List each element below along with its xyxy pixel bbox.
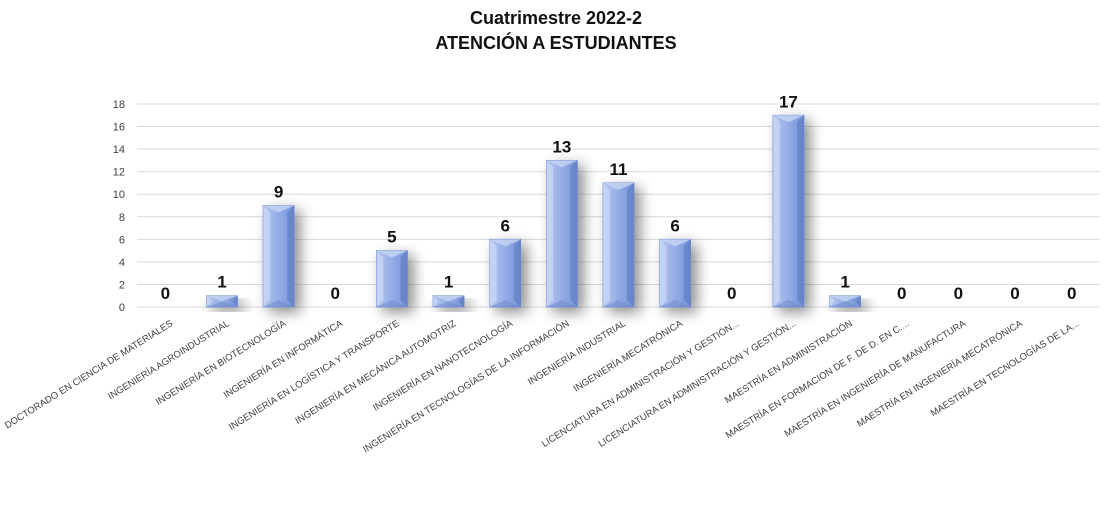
x-tick-label: INGENIERÍA MECATRÓNICA xyxy=(572,318,686,395)
bar-bevel-left xyxy=(263,205,271,307)
bar-bevel-left xyxy=(376,250,384,307)
data-label: 0 xyxy=(727,284,736,303)
y-axis-ticks: 0 2 4 6 8 10 12 14 16 18 xyxy=(113,99,125,314)
data-label: 1 xyxy=(840,273,849,292)
bar-bevel-bottom xyxy=(546,300,578,307)
bar-bevel-top xyxy=(263,205,295,213)
y-tick-label: 14 xyxy=(113,144,125,156)
bar-bevel-left xyxy=(489,239,497,307)
bar xyxy=(432,295,465,308)
x-tick-label: INGENIERÍA INDUSTRIAL xyxy=(526,318,628,387)
bar xyxy=(545,159,578,308)
data-label: 6 xyxy=(670,216,679,235)
bar xyxy=(829,295,861,308)
y-tick-label: 4 xyxy=(119,257,125,269)
bar xyxy=(206,295,238,308)
y-tick-label: 12 xyxy=(113,167,125,179)
bars xyxy=(206,114,861,308)
bar-bevel-top xyxy=(206,295,238,302)
data-label: 11 xyxy=(610,160,628,179)
bar-bevel-left xyxy=(603,182,610,307)
bar-bevel-left xyxy=(546,160,554,307)
data-labels: 0 1 9 0 5 1 6 13 11 6 0 17 1 0 0 0 0 xyxy=(161,92,1077,303)
bar-bevel-right xyxy=(854,295,861,307)
bar xyxy=(659,238,692,308)
bar-bevel-top xyxy=(376,250,408,258)
data-label: 9 xyxy=(274,183,283,202)
bar-bevel-top xyxy=(546,160,578,168)
bar-bevel-bottom xyxy=(376,300,408,307)
data-label: 0 xyxy=(1010,284,1019,303)
bar-bevel-right xyxy=(627,182,634,307)
y-tick-label: 6 xyxy=(119,234,125,246)
bar-bevel-bottom xyxy=(603,300,634,307)
x-tick-label: INGENIERÍA EN TECNOLOGÍAS DE LA INFORMAC… xyxy=(361,318,571,455)
y-tick-label: 10 xyxy=(113,189,125,201)
x-tick-label: LICENCIATURA EN ADMINISTRACIÓN Y GESTIÓN… xyxy=(597,318,798,450)
data-label: 0 xyxy=(331,284,340,303)
bar-bevel-bottom xyxy=(489,300,521,307)
bar-bevel-left xyxy=(829,295,836,307)
bar xyxy=(772,114,805,308)
chart-subtitle: ATENCIÓN A ESTUDIANTES xyxy=(435,33,677,53)
bar-bevel-bottom xyxy=(772,300,804,307)
bar-bevel-right xyxy=(796,115,804,308)
bar xyxy=(602,182,635,308)
y-tick-label: 0 xyxy=(119,302,125,314)
y-tick-label: 2 xyxy=(119,279,125,291)
chart-title: Cuatrimestre 2022-2 xyxy=(469,8,643,28)
bar-bevel-left xyxy=(206,295,213,307)
bar-bevel-bottom xyxy=(433,301,465,307)
data-label: 1 xyxy=(444,273,453,292)
data-label: 0 xyxy=(954,284,963,303)
bar-bevel-bottom xyxy=(659,300,691,307)
bar-bevel-right xyxy=(400,250,408,307)
data-label: 1 xyxy=(217,273,226,292)
bar-bevel-right xyxy=(458,295,465,307)
x-tick-label: LICENCIATURA EN ADMINISTRACIÓN Y GESTIÓN… xyxy=(540,318,741,450)
bar-bevel-left xyxy=(433,295,439,307)
data-label: 6 xyxy=(500,216,509,235)
bar-bevel-right xyxy=(683,239,691,307)
bar-bevel-bottom xyxy=(206,301,238,307)
data-label: 17 xyxy=(779,92,798,111)
gridlines xyxy=(137,103,1100,308)
bar-bevel-top xyxy=(603,182,634,190)
data-label: 0 xyxy=(897,284,906,303)
x-axis-labels: DOCTORADO EN CIENCIA DE MATERIALESINGENI… xyxy=(3,318,1081,455)
bar xyxy=(489,238,522,308)
data-label: 5 xyxy=(387,228,396,247)
bar-bevel-top xyxy=(433,295,465,302)
bar-bevel-bottom xyxy=(829,301,861,307)
bar-bevel-left xyxy=(772,115,780,308)
bar-bevel-right xyxy=(513,239,521,307)
bar-bevel-top xyxy=(659,239,691,247)
bar-bevel-right xyxy=(231,295,238,307)
bar xyxy=(376,250,408,308)
bar xyxy=(262,205,295,308)
data-label: 0 xyxy=(161,284,170,303)
bar-bevel-right xyxy=(570,160,578,307)
y-tick-label: 18 xyxy=(113,99,125,111)
bar-bevel-top xyxy=(772,115,804,123)
data-label: 13 xyxy=(552,137,571,156)
y-tick-label: 8 xyxy=(119,212,125,224)
bar-bevel-left xyxy=(659,239,667,307)
bar-bevel-top xyxy=(829,295,861,302)
data-label: 0 xyxy=(1067,284,1076,303)
y-tick-label: 16 xyxy=(113,122,125,134)
bar-bevel-bottom xyxy=(263,300,295,307)
bar-bevel-right xyxy=(287,205,295,307)
bar-bevel-top xyxy=(489,239,521,247)
